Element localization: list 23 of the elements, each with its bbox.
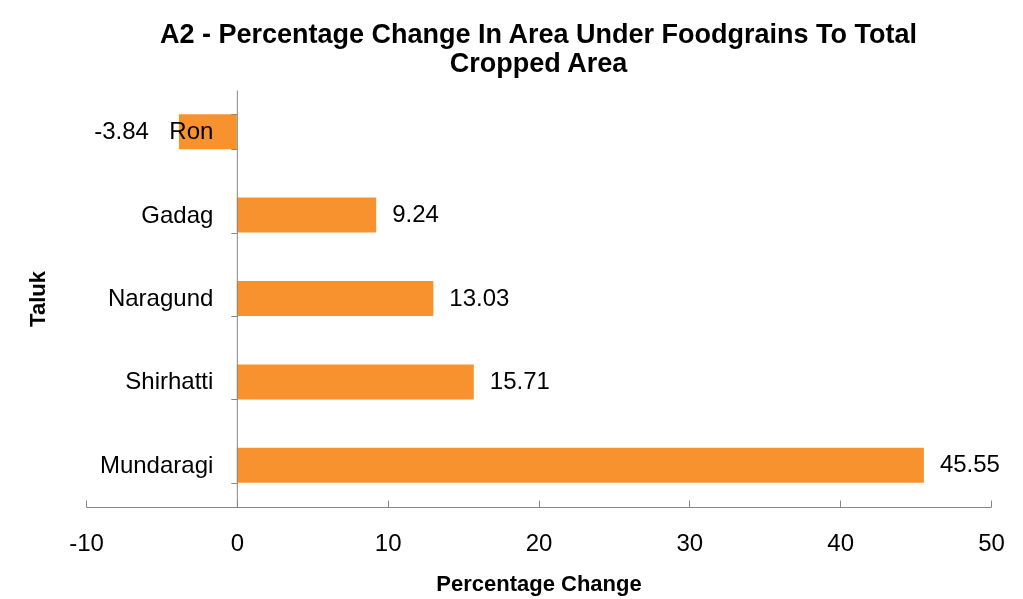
x-tick-label: 10: [374, 528, 402, 556]
data-label: -3.84: [94, 116, 149, 144]
y-tick-label: Mundaragi: [99, 450, 214, 478]
bar: [236, 197, 377, 233]
data-label: 15.71: [489, 366, 550, 394]
data-label: 13.03: [449, 283, 510, 311]
y-tick-label: Shirhatti: [125, 367, 214, 395]
x-axis-title: Percentage Change: [436, 570, 642, 596]
y-axis-title: Taluk: [24, 270, 50, 327]
x-tick-label: 0: [230, 528, 245, 556]
x-tick-label: 20: [525, 528, 553, 556]
y-tick-label: Naragund: [107, 284, 214, 311]
y-tick-label: Gadag: [141, 200, 214, 228]
x-tick-label: 40: [827, 528, 855, 556]
chart-title: A2 - Percentage Change In Area Under Foodgrains To Total Cropped Area: [159, 19, 918, 78]
bar: [236, 280, 434, 317]
x-tick-label: 30: [676, 528, 704, 556]
bar: [236, 364, 474, 400]
data-label: 9.24: [392, 200, 439, 228]
data-label: 45.55: [939, 450, 1000, 478]
x-tick-label: -10: [69, 528, 104, 556]
x-tick-label: 50: [978, 528, 1005, 556]
bar: [236, 447, 924, 483]
